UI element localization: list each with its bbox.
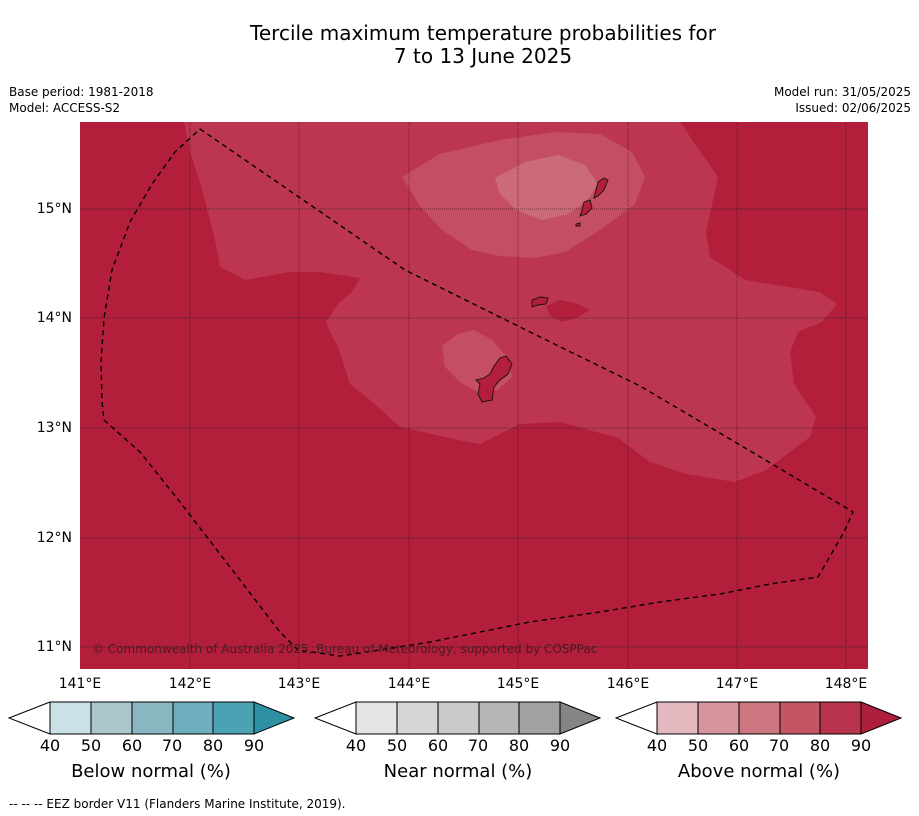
region-above-80 bbox=[184, 122, 837, 482]
gridlines bbox=[80, 122, 868, 669]
cbar-near-swatch-2 bbox=[396, 701, 439, 735]
lat-label-13n: 13°N bbox=[36, 420, 72, 436]
cbar-above-swatch-2 bbox=[697, 701, 740, 735]
cbar-above-swatch-4 bbox=[779, 701, 821, 735]
title-line-2: 7 to 13 June 2025 bbox=[393, 44, 573, 68]
issued-date: Issued: 02/06/2025 bbox=[795, 101, 911, 115]
lon-label-148e: 148°E bbox=[824, 676, 868, 692]
copyright-notice: © Commonwealth of Australia 2025, Bureau… bbox=[92, 642, 598, 656]
meta-right: Model run: 31/05/2025 Issued: 02/06/2025 bbox=[774, 84, 911, 116]
lat-label-15n: 15°N bbox=[36, 201, 72, 217]
cbar-below-swatch-1 bbox=[49, 701, 92, 735]
cbar-near-min-arrow bbox=[314, 701, 357, 735]
region-above-90-patch bbox=[546, 300, 590, 322]
cbar-near-tick-40: 40 bbox=[345, 736, 367, 755]
cbar-above-min-arrow bbox=[615, 701, 658, 735]
cbar-near-swatch-1 bbox=[355, 701, 398, 735]
cbar-above-swatch-3 bbox=[738, 701, 781, 735]
cbar-below-tick-50: 50 bbox=[80, 736, 102, 755]
cbar-below-max-arrow bbox=[253, 701, 296, 735]
model-name: Model: ACCESS-S2 bbox=[9, 101, 121, 115]
cbar-above-tick-90: 90 bbox=[850, 736, 872, 755]
cbar-below-tick-80: 80 bbox=[202, 736, 224, 755]
meta-left: Base period: 1981-2018 Model: ACCESS-S2 bbox=[9, 84, 154, 116]
islands bbox=[475, 177, 609, 403]
colorbar-near-normal bbox=[314, 701, 602, 735]
cbar-below-tick-70: 70 bbox=[161, 736, 183, 755]
cbar-near-tick-70: 70 bbox=[467, 736, 489, 755]
lon-label-145e: 145°E bbox=[496, 676, 540, 692]
cbar-above-tick-80: 80 bbox=[809, 736, 831, 755]
cbar-above-tick-70: 70 bbox=[768, 736, 790, 755]
island-saipan bbox=[593, 177, 609, 199]
cbar-near-tick-50: 50 bbox=[386, 736, 408, 755]
island-guam bbox=[475, 355, 513, 403]
cbar-near-tick-60: 60 bbox=[427, 736, 449, 755]
lon-label-141e: 141°E bbox=[58, 676, 102, 692]
lon-label-143e: 143°E bbox=[277, 676, 321, 692]
cbar-below-min-arrow bbox=[8, 701, 51, 735]
cbar-below-tick-40: 40 bbox=[39, 736, 61, 755]
cbar-near-max-arrow bbox=[559, 701, 602, 735]
island-aguijan bbox=[575, 222, 581, 227]
lat-label-11n: 11°N bbox=[36, 639, 72, 655]
cbar-near-swatch-5 bbox=[518, 701, 561, 735]
cbar-above-swatch-1 bbox=[656, 701, 699, 735]
lon-label-144e: 144°E bbox=[387, 676, 431, 692]
cbar-near-swatch-3 bbox=[437, 701, 480, 735]
colorbar-above-normal bbox=[615, 701, 903, 735]
cbar-above-title: Above normal (%) bbox=[677, 761, 841, 782]
base-period: Base period: 1981-2018 bbox=[9, 85, 154, 99]
lat-label-12n: 12°N bbox=[36, 530, 72, 546]
lon-label-147e: 147°E bbox=[715, 676, 759, 692]
cbar-below-swatch-4 bbox=[172, 701, 214, 735]
cbar-below-swatch-5 bbox=[212, 701, 255, 735]
island-tinian bbox=[579, 199, 593, 217]
lon-label-142e: 142°E bbox=[168, 676, 212, 692]
cbar-near-swatch-4 bbox=[478, 701, 520, 735]
cbar-near-title: Near normal (%) bbox=[383, 761, 533, 782]
cbar-below-swatch-2 bbox=[90, 701, 133, 735]
cbar-below-tick-90: 90 bbox=[243, 736, 265, 755]
lat-label-14n: 14°N bbox=[36, 310, 72, 326]
cbar-above-tick-60: 60 bbox=[728, 736, 750, 755]
cbar-above-max-arrow bbox=[860, 701, 903, 735]
eez-footnote: -- -- -- EEZ border V11 (Flanders Marine… bbox=[9, 797, 346, 811]
probability-map bbox=[80, 122, 868, 669]
cbar-above-tick-40: 40 bbox=[646, 736, 668, 755]
colorbar-below-normal bbox=[8, 701, 296, 735]
cbar-near-tick-80: 80 bbox=[508, 736, 530, 755]
model-run: Model run: 31/05/2025 bbox=[773, 85, 911, 99]
region-above-60 bbox=[495, 155, 598, 220]
island-rota bbox=[531, 296, 549, 308]
cbar-below-tick-60: 60 bbox=[121, 736, 143, 755]
lon-label-146e: 146°E bbox=[606, 676, 650, 692]
map-title: Tercile maximum temperature probabilitie… bbox=[0, 22, 919, 68]
cbar-above-swatch-5 bbox=[819, 701, 862, 735]
cbar-near-tick-90: 90 bbox=[549, 736, 571, 755]
eez-border bbox=[100, 128, 854, 657]
cbar-below-swatch-3 bbox=[131, 701, 174, 735]
title-line-1: Tercile maximum temperature probabilitie… bbox=[250, 21, 716, 45]
cbar-below-title: Below normal (%) bbox=[71, 761, 231, 782]
cbar-above-tick-50: 50 bbox=[687, 736, 709, 755]
